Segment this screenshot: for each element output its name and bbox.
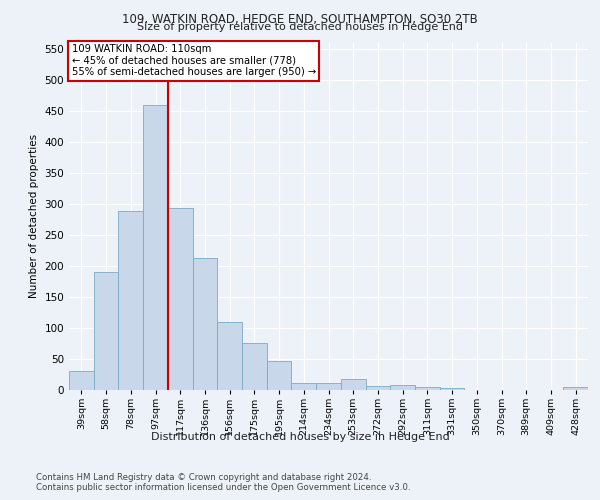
Text: 109 WATKIN ROAD: 110sqm
← 45% of detached houses are smaller (778)
55% of semi-d: 109 WATKIN ROAD: 110sqm ← 45% of detache… <box>71 44 316 78</box>
Bar <box>365 386 390 390</box>
Bar <box>168 208 193 390</box>
Bar <box>193 258 217 390</box>
Bar <box>69 372 94 390</box>
Text: Contains public sector information licensed under the Open Government Licence v3: Contains public sector information licen… <box>36 484 410 492</box>
Bar <box>440 388 464 390</box>
Bar <box>242 344 267 390</box>
Y-axis label: Number of detached properties: Number of detached properties <box>29 134 39 298</box>
Bar <box>94 272 118 390</box>
Bar <box>390 385 415 390</box>
Text: Size of property relative to detached houses in Hedge End: Size of property relative to detached ho… <box>137 22 463 32</box>
Bar <box>341 379 365 390</box>
Text: Distribution of detached houses by size in Hedge End: Distribution of detached houses by size … <box>151 432 449 442</box>
Bar <box>118 212 143 390</box>
Bar <box>563 387 588 390</box>
Bar <box>143 104 168 390</box>
Bar <box>217 322 242 390</box>
Text: Contains HM Land Registry data © Crown copyright and database right 2024.: Contains HM Land Registry data © Crown c… <box>36 472 371 482</box>
Text: 109, WATKIN ROAD, HEDGE END, SOUTHAMPTON, SO30 2TB: 109, WATKIN ROAD, HEDGE END, SOUTHAMPTON… <box>122 12 478 26</box>
Bar <box>267 361 292 390</box>
Bar <box>415 387 440 390</box>
Bar <box>292 382 316 390</box>
Bar <box>316 382 341 390</box>
